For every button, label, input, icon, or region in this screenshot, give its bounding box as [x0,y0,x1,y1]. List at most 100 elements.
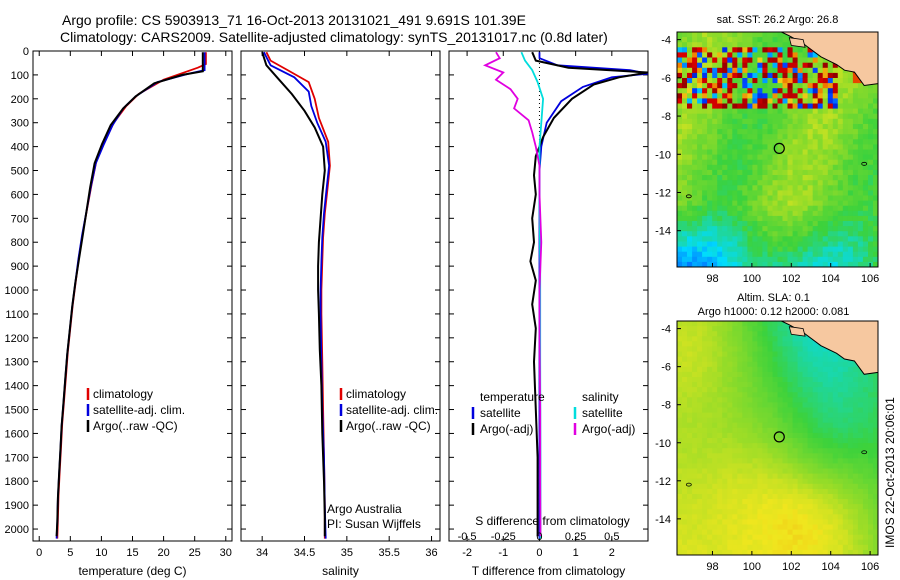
argo-position-marker [773,431,785,443]
x-tick-label: 25 [189,547,201,559]
map-subtitle: Argo h1000: 0.12 h2000: 0.081 [698,306,850,318]
x-tick-label: 34.5 [294,547,315,559]
y-tick-label: 1800 [5,476,29,488]
legend-entry: Argo(..raw -QC) [93,419,178,433]
map-y-tick-label: -12 [655,187,671,199]
x-axis-label: temperature (deg C) [78,564,186,578]
legend-entry: satellite [582,406,623,420]
map-x-tick-label: 106 [861,273,879,285]
x-tick-label: 15 [126,547,138,559]
x-tick-label: 35.5 [378,547,399,559]
s-tick-label: 0.25 [565,531,586,543]
y-tick-label: 1700 [5,452,29,464]
island [685,482,692,487]
map-y-tick-label: -6 [661,362,671,374]
y-tick-label: 0 [23,46,29,58]
map-y-tick-label: -4 [661,324,671,336]
island [685,194,692,199]
map-sst_map: 98 100 102 104 106 -4 -6 -8 -10 -12 -14 sat. SST: 2… [655,14,879,285]
panel-salinity: 34 34.5 35 35.5 36 salinity climatology satelli… [240,50,441,578]
map-x-tick-label: 98 [706,561,718,573]
map-y-tick-label: -8 [661,400,671,412]
map-frame [676,31,879,268]
map-x-tick-label: 106 [861,561,879,573]
map-x-tick-label: 98 [706,273,718,285]
x-tick-label: 34 [256,547,268,559]
x-tick-label: 10 [95,547,107,559]
plot-frame [32,50,233,542]
x-tick-label: 2 [609,547,615,559]
y-tick-label: 300 [11,118,29,130]
y-tick-label: 1600 [5,428,29,440]
x-tick-label: 5 [67,547,73,559]
s-tick-label: -0.25 [491,531,516,543]
annotation-text: Argo Australia [327,502,402,516]
map-y-tick-label: -6 [661,73,671,85]
map-y-tick-label: -10 [655,438,671,450]
map-y-tick-label: -10 [655,149,671,161]
plot-frame [240,50,441,542]
map-title: Altim. SLA: 0.1 [737,292,810,304]
legend-entry: Argo(-adj) [582,422,635,436]
x-axis-label: salinity [322,564,359,578]
y-tick-label: 1900 [5,500,29,512]
panel-temperature: 0 5 10 15 20 25 300100200300400500600700800900… [5,46,233,578]
series-line-argo [55,52,204,537]
x-axis-label-top: S difference from climatology [475,514,630,528]
island [788,37,806,48]
y-tick-label: 1300 [5,357,29,369]
series-line-argo [529,51,648,537]
plot-frame [448,50,649,542]
x-axis-label: T difference from climatology [472,564,626,578]
map-y-tick-label: -8 [661,111,671,123]
header-line2: Climatology: CARS2009. Satellite-adjuste… [60,29,608,45]
panel-differences: -2 -1 0 1 2 T difference from climatology temp… [448,50,649,578]
x-tick-label: 1 [573,547,579,559]
map-frame [676,320,879,556]
map-title: sat. SST: 26.2 Argo: 26.8 [717,14,839,26]
x-tick-label: -1 [498,547,508,559]
y-tick-label: 1500 [5,405,29,417]
x-tick-label: 36 [425,547,437,559]
map-x-tick-label: 102 [782,273,800,285]
y-tick-label: 700 [11,213,29,225]
map-y-tick-label: -12 [655,476,671,488]
map-y-tick-label: -14 [655,514,671,526]
y-tick-label: 1000 [5,285,29,297]
y-tick-label: 1200 [5,333,29,345]
legend-entry: satellite [480,406,521,420]
map-y-tick-label: -14 [655,226,671,238]
x-tick-label: 0 [36,547,42,559]
y-tick-label: 100 [11,70,29,82]
s-tick-label: 0.5 [604,531,619,543]
island [861,450,868,455]
y-tick-label: 800 [11,237,29,249]
y-tick-label: 2000 [5,524,29,536]
y-tick-label: 500 [11,166,29,178]
island [861,161,868,166]
x-tick-label: 20 [157,547,169,559]
island [788,326,806,337]
s-tick-label: -0.5 [458,531,477,543]
y-tick-label: 900 [11,261,29,273]
series-line-magenta [482,51,543,537]
x-tick-label: 30 [220,547,232,559]
map-y-tick-label: -4 [661,35,671,47]
legend-entry: Argo(-adj) [480,422,533,436]
header-line1: Argo profile: CS 5903913_71 16-Oct-2013 … [62,12,526,28]
map-x-tick-label: 102 [782,561,800,573]
y-tick-label: 600 [11,189,29,201]
x-tick-label: 0 [536,547,542,559]
map-sla_map: 98 100 102 104 106 -4 -6 -8 -10 -12 -14 Altim. SLA:… [655,292,879,573]
annotation-text: PI: Susan Wijffels [327,517,421,531]
legend-entry: Argo(..raw -QC) [346,419,431,433]
legend-entry: satellite-adj. clim. [93,403,185,417]
map-x-tick-label: 104 [822,561,840,573]
map-x-tick-label: 100 [743,273,761,285]
legend-entry: climatology [93,387,153,401]
argo-position-marker [773,142,785,154]
x-tick-label: -2 [462,547,472,559]
y-tick-label: 200 [11,94,29,106]
map-x-tick-label: 100 [743,561,761,573]
map-x-tick-label: 104 [822,273,840,285]
